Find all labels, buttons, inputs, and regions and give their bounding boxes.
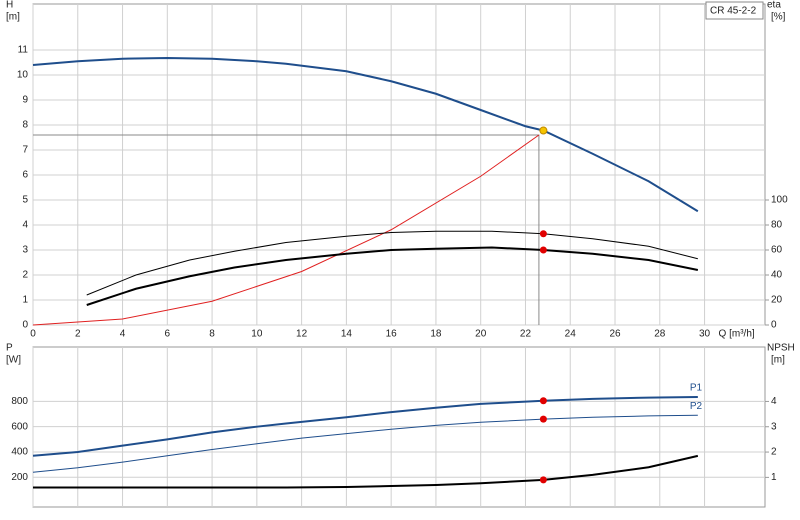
y-tick-label: 3 bbox=[22, 245, 28, 256]
x-tick-label: 10 bbox=[251, 329, 263, 340]
y-tick-label: 5 bbox=[22, 195, 28, 206]
curve bbox=[33, 454, 699, 489]
y-axis-label: H bbox=[6, 0, 13, 11]
curve bbox=[32, 395, 698, 457]
y2-tick-label: 20 bbox=[771, 295, 783, 306]
y-tick-label: 11 bbox=[18, 45, 29, 56]
x-tick-label: 26 bbox=[609, 329, 621, 340]
plot-frame bbox=[32, 3, 766, 326]
curve bbox=[32, 134, 540, 326]
operating-point bbox=[539, 476, 547, 484]
y2-axis-unit: [%] bbox=[771, 12, 786, 23]
x-tick-label: 20 bbox=[475, 329, 487, 340]
y-tick-label: 600 bbox=[11, 421, 28, 432]
y-tick-label: 2 bbox=[22, 270, 28, 281]
y-axis-label: P bbox=[6, 343, 13, 354]
y2-tick-label: 40 bbox=[771, 270, 783, 281]
operating-point bbox=[539, 126, 548, 135]
operating-point bbox=[539, 415, 547, 423]
y-tick-label: 400 bbox=[11, 447, 28, 458]
curve bbox=[32, 56, 699, 213]
x-tick-label: 24 bbox=[565, 329, 577, 340]
x-tick-label: 2 bbox=[75, 329, 81, 340]
x-tick-label: 4 bbox=[120, 329, 126, 340]
x-tick-label: 0 bbox=[30, 329, 36, 340]
curve bbox=[32, 414, 698, 473]
x-tick-label: 8 bbox=[209, 329, 215, 340]
y2-tick-label: 3 bbox=[771, 421, 777, 432]
x-tick-label: 30 bbox=[699, 329, 711, 340]
operating-point bbox=[539, 230, 547, 238]
y2-tick-label: 100 bbox=[771, 195, 788, 206]
x-tick-label: 14 bbox=[341, 329, 353, 340]
x-tick-label: 12 bbox=[296, 329, 308, 340]
y-tick-label: 10 bbox=[17, 70, 29, 81]
y2-tick-label: 0 bbox=[771, 320, 777, 331]
y2-tick-label: 60 bbox=[771, 245, 783, 256]
series-label: P2 bbox=[690, 401, 703, 412]
series-label: P1 bbox=[690, 383, 703, 394]
y2-tick-label: 2 bbox=[771, 447, 777, 458]
curve bbox=[86, 230, 698, 296]
y-tick-label: 800 bbox=[11, 396, 28, 407]
y-tick-label: 7 bbox=[22, 145, 28, 156]
y2-tick-label: 80 bbox=[771, 220, 783, 231]
y2-tick-label: 4 bbox=[771, 396, 777, 407]
y2-axis-label: NPSH bbox=[767, 343, 795, 354]
operating-point bbox=[539, 397, 547, 405]
y-tick-label: 0 bbox=[22, 320, 28, 331]
y-axis-unit: [W] bbox=[6, 355, 21, 366]
y-tick-label: 8 bbox=[22, 120, 28, 131]
y2-tick-label: 1 bbox=[771, 472, 777, 483]
model-label: CR 45-2-2 bbox=[710, 6, 757, 17]
y-axis-unit: [m] bbox=[6, 12, 20, 23]
y-tick-label: 200 bbox=[11, 472, 28, 483]
x-tick-label: 16 bbox=[386, 329, 398, 340]
model-label-box bbox=[705, 1, 764, 20]
y-tick-label: 9 bbox=[22, 95, 28, 106]
y-tick-label: 1 bbox=[22, 295, 28, 306]
y-tick-label: 6 bbox=[22, 170, 28, 181]
x-tick-label: 6 bbox=[165, 329, 171, 340]
y2-axis-unit: [m] bbox=[771, 355, 785, 366]
x-axis-label: Q [m³/h] bbox=[719, 329, 755, 340]
operating-crosshair bbox=[33, 134, 540, 325]
y-tick-label: 4 bbox=[22, 220, 28, 231]
x-tick-label: 28 bbox=[654, 329, 666, 340]
y2-axis-label: eta bbox=[767, 0, 781, 11]
curve bbox=[86, 246, 699, 306]
operating-point bbox=[539, 246, 547, 254]
x-tick-label: 22 bbox=[520, 329, 532, 340]
x-tick-label: 18 bbox=[430, 329, 442, 340]
